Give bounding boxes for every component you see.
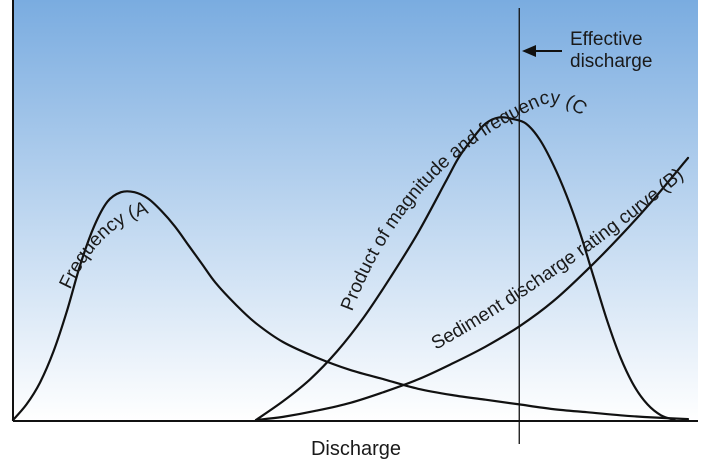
series-line-product bbox=[254, 116, 676, 422]
plot-background bbox=[13, 0, 698, 421]
series-line-sediment-rating bbox=[254, 156, 690, 422]
effective-discharge-arrow-head bbox=[522, 45, 536, 57]
x-axis-label: Discharge bbox=[311, 438, 401, 460]
annotation-effective: Effective bbox=[570, 29, 643, 50]
annotation-discharge: discharge bbox=[570, 51, 652, 72]
